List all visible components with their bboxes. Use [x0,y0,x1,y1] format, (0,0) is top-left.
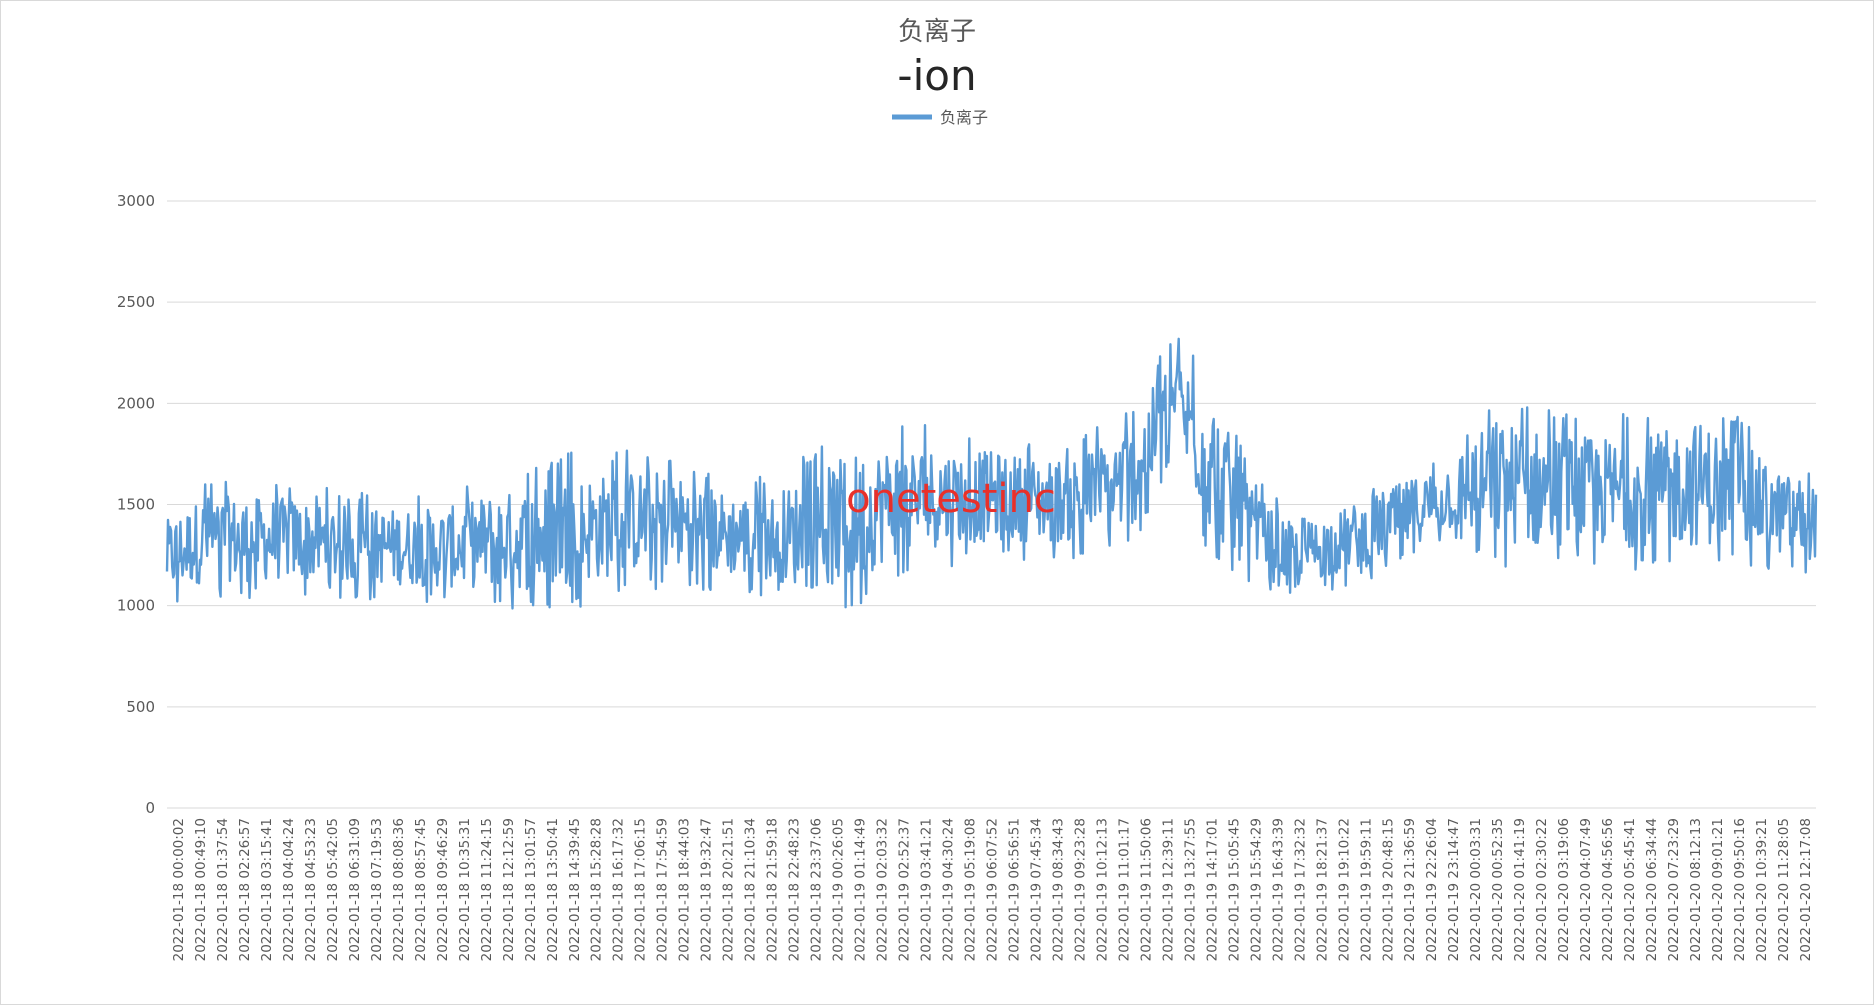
x-tick-label: 2022-01-20 05:45:41 [1622,818,1638,961]
x-tick-label: 2022-01-19 16:43:39 [1270,818,1286,961]
y-tick-label: 3000 [117,192,155,210]
x-tick-label: 2022-01-18 21:59:18 [765,818,781,961]
x-tick-label: 2022-01-19 14:17:01 [1204,818,1220,961]
x-tick-label: 2022-01-20 04:07:49 [1578,818,1594,961]
x-tick-label: 2022-01-18 21:10:34 [743,818,759,961]
x-tick-label: 2022-01-18 05:42:05 [325,818,341,961]
x-axis: 2022-01-18 00:00:02 2022-01-18 00:49:10 20… [171,818,1814,961]
x-tick-label: 2022-01-20 12:17:08 [1798,818,1814,961]
x-tick-label: 2022-01-20 02:30:22 [1534,818,1550,961]
y-tick-label: 0 [145,799,155,817]
x-tick-label: 2022-01-18 15:28:28 [589,818,605,961]
x-tick-label: 2022-01-19 01:14:49 [853,818,869,961]
x-tick-label: 2022-01-19 09:23:28 [1072,818,1088,961]
x-tick-label: 2022-01-18 08:57:45 [413,818,429,961]
x-tick-label: 2022-01-18 07:19:53 [369,818,385,961]
y-tick-label: 500 [126,698,155,716]
x-tick-label: 2022-01-18 03:15:41 [259,818,275,961]
x-tick-label: 2022-01-19 17:32:32 [1292,818,1308,961]
x-tick-label: 2022-01-19 19:59:11 [1358,818,1374,961]
x-tick-label: 2022-01-20 00:52:35 [1490,818,1506,961]
y-tick-label: 2500 [117,293,155,311]
x-tick-label: 2022-01-19 21:36:59 [1402,818,1418,961]
x-tick-label: 2022-01-18 22:48:23 [787,818,803,961]
x-tick-label: 2022-01-18 19:32:47 [699,818,715,961]
y-tick-label: 1000 [117,597,155,615]
x-tick-label: 2022-01-19 08:34:43 [1050,818,1066,961]
x-tick-label: 2022-01-19 02:52:37 [897,818,913,961]
legend: 负离子 [892,108,988,127]
x-tick-label: 2022-01-18 02:26:57 [237,818,253,961]
series-layer [165,337,1818,610]
series-line-negative-ion [165,337,1818,610]
x-tick-label: 2022-01-18 17:54:59 [655,818,671,961]
x-tick-label: 2022-01-19 02:03:32 [875,818,891,961]
chart-title: 负离子 [898,17,976,47]
x-tick-label: 2022-01-19 15:05:45 [1226,818,1242,961]
x-tick-label: 2022-01-20 01:41:19 [1512,818,1528,961]
x-tick-label: 2022-01-18 17:06:15 [633,818,649,961]
x-tick-label: 2022-01-19 23:14:47 [1446,818,1462,961]
x-tick-label: 2022-01-19 07:45:34 [1028,818,1044,961]
x-tick-label: 2022-01-20 09:50:16 [1732,818,1748,961]
x-tick-label: 2022-01-18 18:44:03 [677,818,693,961]
x-tick-label: 2022-01-18 09:46:29 [435,818,451,961]
x-tick-label: 2022-01-18 14:39:45 [567,818,583,961]
x-tick-label: 2022-01-20 00:03:31 [1468,818,1484,961]
x-tick-label: 2022-01-19 05:19:08 [963,818,979,961]
x-tick-label: 2022-01-18 04:53:23 [303,818,319,961]
x-tick-label: 2022-01-20 07:23:29 [1666,818,1682,961]
x-tick-label: 2022-01-19 10:12:13 [1094,818,1110,961]
x-tick-label: 2022-01-18 10:35:31 [457,818,473,961]
x-tick-label: 2022-01-19 20:48:15 [1380,818,1396,961]
x-tick-label: 2022-01-18 13:01:57 [523,818,539,961]
x-tick-label: 2022-01-18 12:12:59 [501,818,517,961]
x-tick-label: 2022-01-19 03:41:21 [919,818,935,961]
x-tick-label: 2022-01-19 04:30:24 [941,818,957,961]
x-tick-label: 2022-01-18 23:37:06 [809,818,825,961]
x-tick-label: 2022-01-19 00:26:05 [831,818,847,961]
x-tick-label: 2022-01-19 11:01:17 [1116,818,1132,961]
x-tick-label: 2022-01-19 12:39:11 [1160,818,1176,961]
gridlines [167,200,1816,809]
y-tick-label: 1500 [117,496,155,514]
x-tick-label: 2022-01-19 06:07:52 [985,818,1001,961]
x-tick-label: 2022-01-20 11:28:05 [1776,818,1792,961]
x-tick-label: 2022-01-20 03:19:06 [1556,818,1572,961]
x-tick-label: 2022-01-18 06:31:09 [347,818,363,961]
x-tick-label: 2022-01-18 00:49:10 [193,818,209,961]
x-tick-label: 2022-01-20 04:56:56 [1600,818,1616,961]
watermark-text: onetestinc [846,476,1056,522]
x-tick-label: 2022-01-19 11:50:06 [1138,818,1154,961]
x-tick-label: 2022-01-19 19:10:22 [1336,818,1352,961]
x-tick-label: 2022-01-18 13:50:41 [545,818,561,961]
y-axis: 0 500 1000 1500 2000 2500 3000 [117,192,155,817]
x-tick-label: 2022-01-20 10:39:21 [1754,818,1770,961]
x-tick-label: 2022-01-19 18:21:37 [1314,818,1330,961]
legend-label: 负离子 [940,108,988,127]
x-tick-label: 2022-01-18 08:08:36 [391,818,407,961]
x-tick-label: 2022-01-18 11:24:15 [479,818,495,961]
y-tick-label: 2000 [117,394,155,412]
x-tick-label: 2022-01-19 13:27:55 [1182,818,1198,961]
x-tick-label: 2022-01-19 22:26:04 [1424,818,1440,961]
x-tick-label: 2022-01-18 01:37:54 [215,818,231,961]
x-tick-label: 2022-01-18 20:21:51 [721,818,737,961]
x-tick-label: 2022-01-20 09:01:21 [1710,818,1726,961]
x-tick-label: 2022-01-18 00:00:02 [171,818,187,961]
x-tick-label: 2022-01-20 06:34:44 [1644,818,1660,961]
x-tick-label: 2022-01-19 06:56:51 [1006,818,1022,961]
x-tick-label: 2022-01-18 04:04:24 [281,818,297,961]
x-tick-label: 2022-01-19 15:54:29 [1248,818,1264,961]
x-tick-label: 2022-01-20 08:12:13 [1688,818,1704,961]
x-tick-label: 2022-01-18 16:17:32 [611,818,627,961]
chart-subtitle: -ion [897,51,976,100]
